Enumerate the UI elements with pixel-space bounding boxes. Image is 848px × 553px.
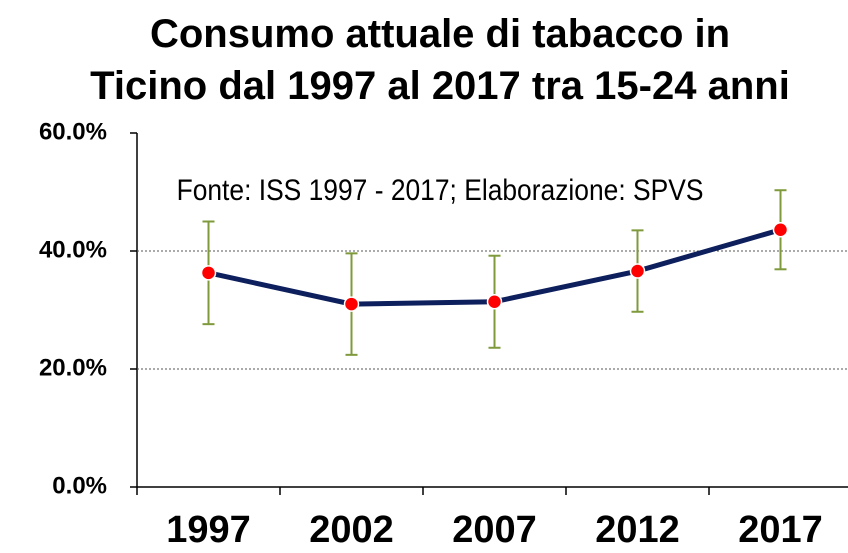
marker xyxy=(772,222,789,238)
marker xyxy=(486,293,503,310)
x-tick-label: 2012 xyxy=(595,509,680,551)
chart-subtitle: Fonte: ISS 1997 - 2017; Elaborazione: SP… xyxy=(176,174,704,207)
x-tick-label: 2007 xyxy=(452,509,537,551)
x-tick-label: 2017 xyxy=(738,509,823,551)
x-tick-label: 1997 xyxy=(166,509,251,551)
marker xyxy=(343,296,360,312)
marker xyxy=(629,263,646,279)
x-tick-label: 2002 xyxy=(309,509,394,551)
y-tick-label: 40.0% xyxy=(39,236,107,263)
y-tick-label: 60.0% xyxy=(39,118,107,145)
marker xyxy=(200,265,217,281)
chart-title: Consumo attuale di tabacco in Ticino dal… xyxy=(90,12,790,108)
y-tick-label: 20.0% xyxy=(39,354,107,381)
y-tick-label: 0.0% xyxy=(52,472,107,499)
